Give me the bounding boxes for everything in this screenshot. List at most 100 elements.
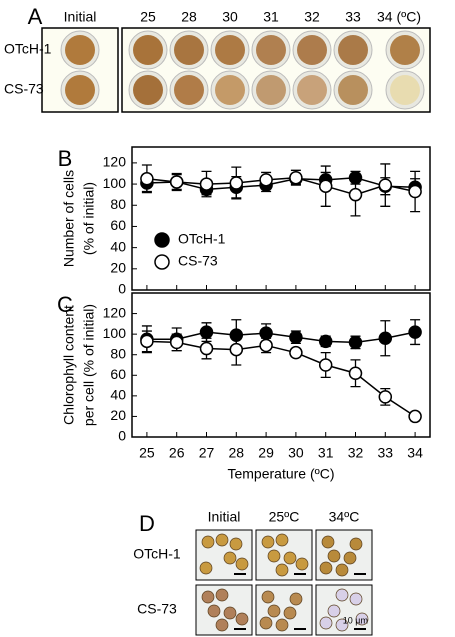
dish bbox=[390, 35, 420, 65]
legend-marker bbox=[154, 254, 170, 270]
marker bbox=[289, 330, 303, 344]
series-line bbox=[146, 176, 416, 191]
cell bbox=[289, 592, 303, 606]
marker bbox=[259, 173, 273, 187]
marker bbox=[169, 335, 184, 350]
marker bbox=[229, 342, 244, 357]
dish bbox=[297, 75, 327, 105]
x-tick-label: 32 bbox=[348, 445, 364, 461]
panel-label: A bbox=[28, 4, 43, 29]
cell bbox=[235, 557, 249, 571]
marker bbox=[140, 334, 154, 349]
row-label: OTcH-1 bbox=[4, 41, 52, 57]
marker bbox=[348, 366, 363, 380]
y-tick-label: 120 bbox=[103, 154, 127, 170]
marker bbox=[318, 179, 333, 193]
cell bbox=[349, 592, 363, 606]
x-tick-label: 29 bbox=[258, 445, 274, 461]
y-tick-label: 120 bbox=[103, 304, 127, 320]
y-axis-label: Number of cells bbox=[61, 170, 77, 267]
x-tick-label: 25 bbox=[139, 445, 155, 461]
cell bbox=[267, 604, 281, 618]
legend-label: OTcH-1 bbox=[178, 231, 226, 247]
cell bbox=[259, 616, 273, 630]
cell bbox=[261, 590, 275, 604]
x-tick-label: 28 bbox=[229, 445, 245, 461]
x-tick-label: 33 bbox=[378, 445, 394, 461]
y-tick-label: 40 bbox=[110, 387, 126, 403]
y-tick-label: 60 bbox=[110, 217, 126, 233]
cell bbox=[223, 606, 237, 620]
x-tick-label: 27 bbox=[199, 445, 215, 461]
marker bbox=[348, 170, 363, 185]
panel-label: D bbox=[139, 511, 155, 536]
dish bbox=[256, 35, 286, 65]
y-tick-label: 20 bbox=[110, 407, 126, 423]
cell bbox=[261, 535, 275, 549]
marker bbox=[289, 170, 303, 185]
y-tick-label: 100 bbox=[103, 175, 127, 191]
legend-label: CS-73 bbox=[178, 253, 218, 269]
column-label: Initial bbox=[208, 509, 241, 525]
column-label: 28 bbox=[181, 9, 197, 25]
x-tick-label: 31 bbox=[318, 445, 334, 461]
dish bbox=[133, 35, 163, 65]
scale-label: 10 µm bbox=[343, 615, 368, 625]
y-tick-label: 0 bbox=[118, 428, 126, 444]
legend-marker bbox=[154, 232, 170, 248]
x-tick-label: 34 bbox=[407, 445, 423, 461]
marker bbox=[378, 390, 393, 404]
series-line bbox=[146, 340, 416, 418]
marker bbox=[169, 175, 184, 189]
y-tick-label: 80 bbox=[110, 196, 126, 212]
cell bbox=[283, 551, 297, 565]
cell bbox=[335, 618, 349, 632]
column-label: 25 bbox=[140, 9, 156, 25]
marker bbox=[348, 187, 363, 202]
cell bbox=[275, 618, 289, 632]
cell bbox=[201, 590, 215, 604]
cell bbox=[235, 612, 249, 626]
cell bbox=[215, 533, 229, 547]
cell bbox=[201, 535, 215, 549]
dish bbox=[338, 75, 368, 105]
marker bbox=[259, 338, 273, 353]
marker bbox=[289, 345, 303, 360]
panel-label: C bbox=[57, 292, 73, 317]
x-tick-label: 30 bbox=[288, 445, 304, 461]
y-tick-label: 80 bbox=[110, 345, 126, 361]
cell bbox=[267, 549, 281, 563]
cell bbox=[215, 588, 229, 602]
cell bbox=[327, 549, 341, 563]
cell bbox=[349, 537, 363, 551]
row-label: CS-73 bbox=[137, 601, 177, 617]
dish bbox=[390, 75, 420, 105]
marker bbox=[348, 335, 363, 350]
dish bbox=[133, 75, 163, 105]
cell bbox=[207, 604, 221, 618]
cell bbox=[215, 618, 229, 632]
marker bbox=[408, 325, 422, 339]
x-axis-label: Temperature (ºC) bbox=[227, 466, 334, 482]
cell bbox=[295, 557, 309, 571]
cell bbox=[223, 551, 237, 565]
dish bbox=[65, 75, 95, 105]
marker bbox=[318, 334, 333, 349]
dish bbox=[174, 75, 204, 105]
cell bbox=[229, 537, 243, 551]
dish bbox=[215, 75, 245, 105]
marker bbox=[229, 176, 244, 190]
marker bbox=[229, 328, 244, 342]
marker bbox=[140, 172, 154, 186]
column-label: 32 bbox=[304, 9, 320, 25]
y-axis-label: (% of initial) bbox=[81, 182, 97, 255]
series-line bbox=[146, 176, 416, 196]
plot-frame bbox=[131, 292, 431, 438]
column-label: 30 bbox=[222, 9, 238, 25]
column-label: 34ºC bbox=[329, 509, 360, 525]
row-label: CS-73 bbox=[4, 81, 44, 97]
marker bbox=[378, 331, 393, 346]
y-tick-label: 60 bbox=[110, 366, 126, 382]
cell bbox=[327, 604, 341, 618]
